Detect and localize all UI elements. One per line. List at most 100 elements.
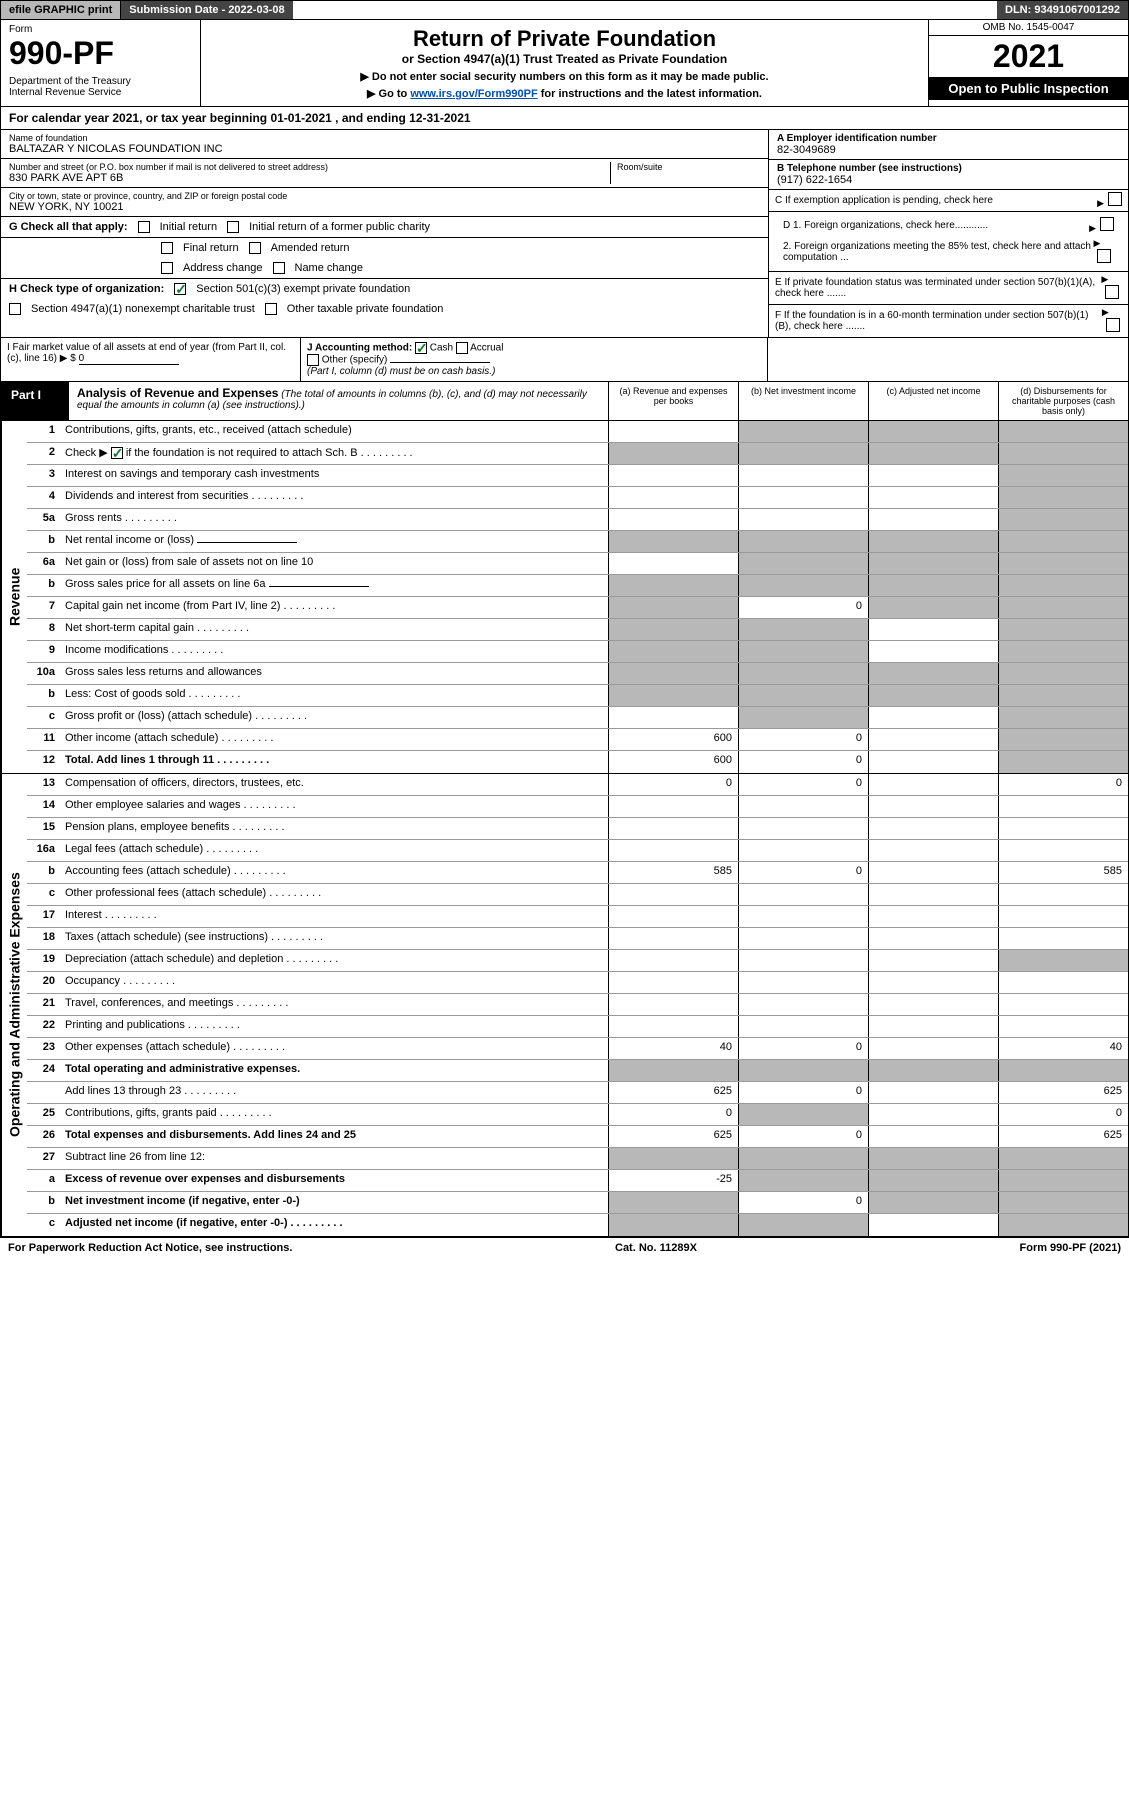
info-right-col: A Employer identification number 82-3049… [768, 130, 1128, 337]
final-return-checkbox[interactable] [161, 242, 173, 254]
row-18: Taxes (attach schedule) (see instruction… [61, 928, 608, 949]
addr-change-label: Address change [183, 262, 263, 274]
val-26b: 0 [738, 1126, 868, 1147]
row-10a: Gross sales less returns and allowances [61, 663, 608, 684]
initial-former-label: Initial return of a former public charit… [249, 221, 430, 233]
name-change-checkbox[interactable] [273, 262, 285, 274]
page-footer: For Paperwork Reduction Act Notice, see … [0, 1237, 1129, 1258]
d2-checkbox[interactable] [1097, 249, 1111, 263]
f-cell-dup [768, 338, 1128, 381]
arrow-icon [1097, 198, 1104, 209]
f-checkbox[interactable] [1106, 318, 1120, 332]
foundation-name-cell: Name of foundation BALTAZAR Y NICOLAS FO… [1, 130, 768, 159]
row-26: Total expenses and disbursements. Add li… [61, 1126, 608, 1147]
val-26a: 625 [608, 1126, 738, 1147]
initial-former-checkbox[interactable] [227, 221, 239, 233]
part1-tag: Part I [1, 382, 69, 420]
amended-return-label: Amended return [271, 242, 350, 254]
accrual-label: Accrual [470, 343, 503, 354]
row-16b: Accounting fees (attach schedule) [61, 862, 608, 883]
form-subtitle: or Section 4947(a)(1) Trust Treated as P… [207, 52, 922, 66]
irs-link[interactable]: www.irs.gov/Form990PF [410, 88, 537, 100]
4947-label: Section 4947(a)(1) nonexempt charitable … [31, 303, 255, 315]
city-label: City or town, state or province, country… [9, 191, 760, 201]
note2-suffix: for instructions and the latest informat… [538, 88, 762, 100]
val-16ba: 585 [608, 862, 738, 883]
form-title-box: Return of Private Foundation or Section … [201, 20, 928, 106]
val-11a: 600 [608, 729, 738, 750]
footer-mid: Cat. No. 11289X [615, 1242, 697, 1254]
tel-value: (917) 622-1654 [777, 174, 1120, 186]
ein-value: 82-3049689 [777, 144, 1120, 156]
c-checkbox[interactable] [1108, 192, 1122, 206]
j-cell: J Accounting method: Cash Accrual Other … [301, 338, 768, 381]
expenses-section: Operating and Administrative Expenses 13… [0, 774, 1129, 1237]
row-22: Printing and publications [61, 1016, 608, 1037]
row-2: Check ▶ if the foundation is not require… [61, 443, 608, 464]
row-27b: Net investment income (if negative, ente… [61, 1192, 608, 1213]
other-method-checkbox[interactable] [307, 354, 319, 366]
val-24d: 625 [998, 1082, 1128, 1103]
revenue-section: Revenue 1Contributions, gifts, grants, e… [0, 421, 1129, 774]
row-12: Total. Add lines 1 through 11 [61, 751, 608, 773]
val-12b: 0 [738, 751, 868, 773]
footer-right: Form 990-PF (2021) [1020, 1242, 1121, 1254]
i-value: 0 [79, 353, 179, 365]
501c3-label: Section 501(c)(3) exempt private foundat… [196, 283, 410, 295]
form-note-1: ▶ Do not enter social security numbers o… [207, 70, 922, 83]
tel-label: B Telephone number (see instructions) [777, 163, 962, 174]
i-j-row: I Fair market value of all assets at end… [0, 338, 1129, 382]
f-cell: F If the foundation is in a 60-month ter… [769, 305, 1128, 337]
submission-date-label: Submission Date - 2022-03-08 [121, 1, 292, 19]
accrual-checkbox[interactable] [456, 342, 468, 354]
h-check-row: H Check type of organization: Section 50… [1, 279, 768, 299]
d1-label: D 1. Foreign organizations, check here..… [783, 220, 988, 231]
j-label: J Accounting method: [307, 343, 412, 354]
expenses-side-label: Operating and Administrative Expenses [1, 774, 27, 1236]
foundation-info-grid: Name of foundation BALTAZAR Y NICOLAS FO… [0, 130, 1129, 338]
efile-button[interactable]: efile GRAPHIC print [1, 1, 121, 19]
room-label: Room/suite [617, 162, 760, 172]
other-taxable-checkbox[interactable] [265, 303, 277, 315]
row-5b: Net rental income or (loss) [61, 531, 608, 552]
e-checkbox[interactable] [1105, 285, 1119, 299]
d1-checkbox[interactable] [1100, 217, 1114, 231]
j-note: (Part I, column (d) must be on cash basi… [307, 366, 495, 377]
open-public-badge: Open to Public Inspection [929, 77, 1128, 100]
i-cell: I Fair market value of all assets at end… [1, 338, 301, 381]
schb-checkbox[interactable] [111, 447, 123, 459]
foundation-city: NEW YORK, NY 10021 [9, 201, 760, 213]
row-23: Other expenses (attach schedule) [61, 1038, 608, 1059]
c-label: C If exemption application is pending, c… [775, 195, 993, 206]
val-13a: 0 [608, 774, 738, 795]
year-box: OMB No. 1545-0047 2021 Open to Public In… [928, 20, 1128, 106]
foundation-name: BALTAZAR Y NICOLAS FOUNDATION INC [9, 143, 760, 155]
addr-change-checkbox[interactable] [161, 262, 173, 274]
row-27: Subtract line 26 from line 12: [61, 1148, 608, 1169]
e-cell: E If private foundation status was termi… [769, 272, 1128, 305]
row-16a: Legal fees (attach schedule) [61, 840, 608, 861]
arrow-icon [1101, 274, 1108, 285]
city-cell: City or town, state or province, country… [1, 188, 768, 217]
footer-left: For Paperwork Reduction Act Notice, see … [8, 1242, 292, 1254]
cash-checkbox[interactable] [415, 342, 427, 354]
col-a-header: (a) Revenue and expenses per books [608, 382, 738, 420]
row-8: Net short-term capital gain [61, 619, 608, 640]
note2-prefix: ▶ Go to [367, 88, 410, 100]
row-25: Contributions, gifts, grants paid [61, 1104, 608, 1125]
c-cell: C If exemption application is pending, c… [769, 190, 1128, 212]
amended-return-checkbox[interactable] [249, 242, 261, 254]
form-id-box: Form 990-PF Department of the Treasury I… [1, 20, 201, 106]
initial-return-checkbox[interactable] [138, 221, 150, 233]
part1-desc: Analysis of Revenue and Expenses (The to… [69, 382, 608, 420]
row-6a: Net gain or (loss) from sale of assets n… [61, 553, 608, 574]
4947-checkbox[interactable] [9, 303, 21, 315]
val-11b: 0 [738, 729, 868, 750]
address-cell: Number and street (or P.O. box number if… [1, 159, 768, 188]
501c3-checkbox[interactable] [174, 283, 186, 295]
tax-year: 2021 [929, 36, 1128, 77]
revenue-rows: 1Contributions, gifts, grants, etc., rec… [27, 421, 1128, 773]
part1-title: Analysis of Revenue and Expenses [77, 386, 278, 400]
d-cell: D 1. Foreign organizations, check here..… [769, 212, 1128, 272]
row-9: Income modifications [61, 641, 608, 662]
